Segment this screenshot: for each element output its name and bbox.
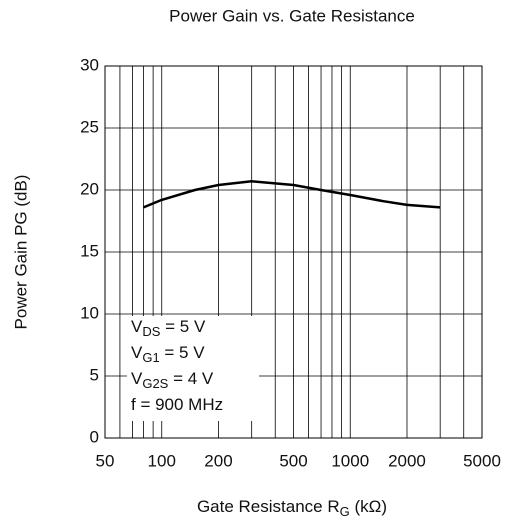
annotation-after: = 5 V xyxy=(160,317,206,336)
x-tick-label: 500 xyxy=(279,451,307,470)
x-tick-label: 2000 xyxy=(388,451,426,470)
y-tick-label: 25 xyxy=(80,117,99,136)
annotation-after: = 5 V xyxy=(160,343,206,362)
x-label-sub: G xyxy=(340,504,350,519)
annotation-sub: G1 xyxy=(142,350,159,365)
chart: Power Gain vs. Gate Resistance Power Gai… xyxy=(0,0,515,529)
annotation: VG1 = 5 V xyxy=(131,343,205,365)
annotation-sub: DS xyxy=(142,324,160,339)
x-tick-label: 100 xyxy=(148,451,176,470)
x-tick-label: 50 xyxy=(96,451,115,470)
x-label-after: (kΩ) xyxy=(350,497,387,516)
data-line xyxy=(144,181,441,207)
chart-title: Power Gain vs. Gate Resistance xyxy=(169,6,415,25)
x-tick-label: 200 xyxy=(204,451,232,470)
y-tick-label: 30 xyxy=(80,55,99,74)
y-tick-label: 10 xyxy=(80,303,99,322)
annotation-text: V xyxy=(131,369,143,388)
annotation-after: = 4 V xyxy=(168,369,214,388)
annotation: VDS = 5 V xyxy=(131,317,206,339)
y-tick-label: 15 xyxy=(80,241,99,260)
y-tick-label: 20 xyxy=(80,179,99,198)
x-label-text: Gate Resistance R xyxy=(197,497,340,516)
x-axis-label: Gate Resistance RG (kΩ) xyxy=(197,497,387,519)
y-tick-label: 5 xyxy=(90,365,99,384)
annotation: f = 900 MHz xyxy=(131,395,223,414)
x-tick-label: 1000 xyxy=(331,451,369,470)
annotation-text: V xyxy=(131,343,143,362)
annotation-text: V xyxy=(131,317,143,336)
y-axis-label: Power Gain PG (dB) xyxy=(11,175,30,330)
y-tick-label: 0 xyxy=(90,427,99,446)
annotation-sub: G2S xyxy=(142,376,168,391)
x-tick-label: 5000 xyxy=(463,451,501,470)
annotation-text: f = 900 MHz xyxy=(131,395,223,414)
